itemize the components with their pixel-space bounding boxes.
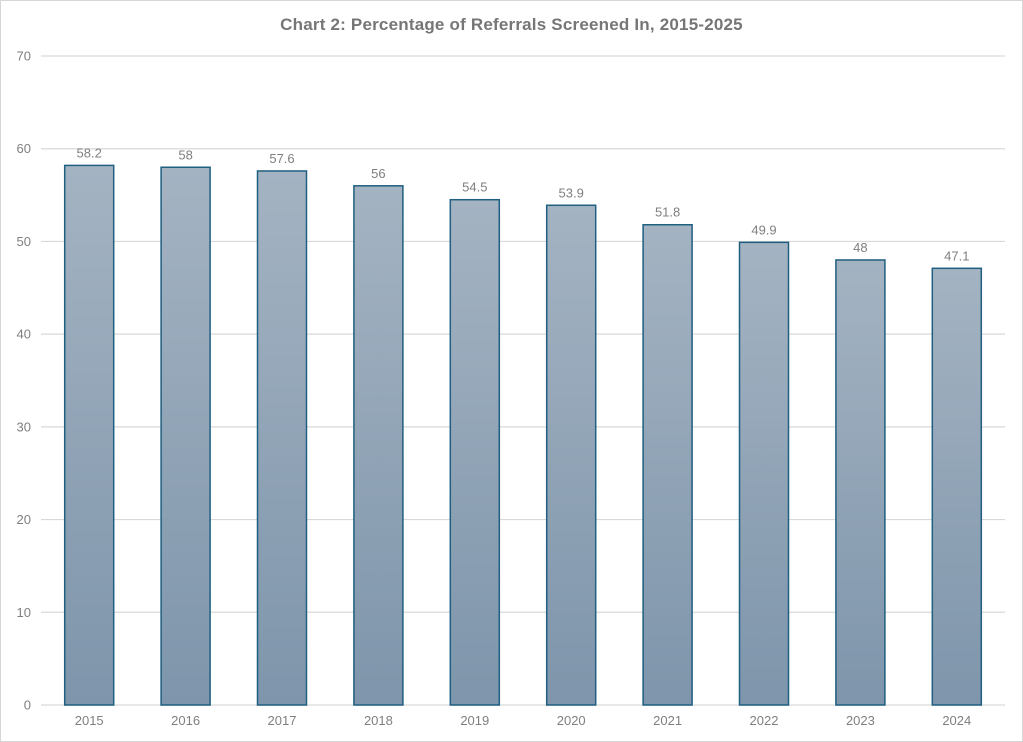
x-tick-label-2020: 2020 (557, 713, 586, 728)
x-tick-label-2024: 2024 (942, 713, 971, 728)
value-label-2015: 58.2 (77, 145, 102, 160)
bar-2023 (835, 259, 886, 706)
chart-title: Chart 2: Percentage of Referrals Screene… (280, 15, 743, 34)
bar-2019 (449, 198, 501, 706)
bar-2017 (256, 170, 308, 706)
y-tick-label-70: 70 (17, 49, 31, 64)
x-tick-label-2017: 2017 (268, 713, 297, 728)
y-tick-label-40: 40 (17, 327, 31, 342)
x-tick-label-2015: 2015 (75, 713, 104, 728)
y-tick-label-20: 20 (17, 512, 31, 527)
x-tick-label-2023: 2023 (846, 713, 875, 728)
value-label-2017: 57.6 (269, 151, 294, 166)
bar-2015 (63, 164, 115, 706)
bar-2020 (545, 204, 597, 706)
y-tick-label-0: 0 (24, 698, 31, 713)
y-tick-label-10: 10 (17, 605, 31, 620)
value-label-2022: 49.9 (751, 222, 776, 237)
x-tick-label-2022: 2022 (750, 713, 779, 728)
bar-2021 (642, 223, 693, 706)
bar-2024 (931, 267, 983, 706)
value-label-2016: 58 (178, 147, 192, 162)
value-label-2021: 51.8 (655, 205, 680, 220)
y-tick-label-30: 30 (17, 419, 31, 434)
y-tick-label-50: 50 (17, 234, 31, 249)
x-tick-label-2016: 2016 (171, 713, 200, 728)
value-label-2020: 53.9 (559, 185, 584, 200)
bar-2018 (353, 185, 404, 706)
bar-2022 (738, 241, 790, 706)
bar-2016 (160, 166, 211, 706)
y-tick-label-60: 60 (17, 141, 31, 156)
value-label-2019: 54.5 (462, 180, 487, 195)
value-label-2023: 48 (853, 240, 867, 255)
x-tick-label-2018: 2018 (364, 713, 393, 728)
value-label-2024: 47.1 (944, 248, 969, 263)
value-label-2018: 56 (371, 166, 385, 181)
x-tick-label-2019: 2019 (460, 713, 489, 728)
x-tick-label-2021: 2021 (653, 713, 682, 728)
